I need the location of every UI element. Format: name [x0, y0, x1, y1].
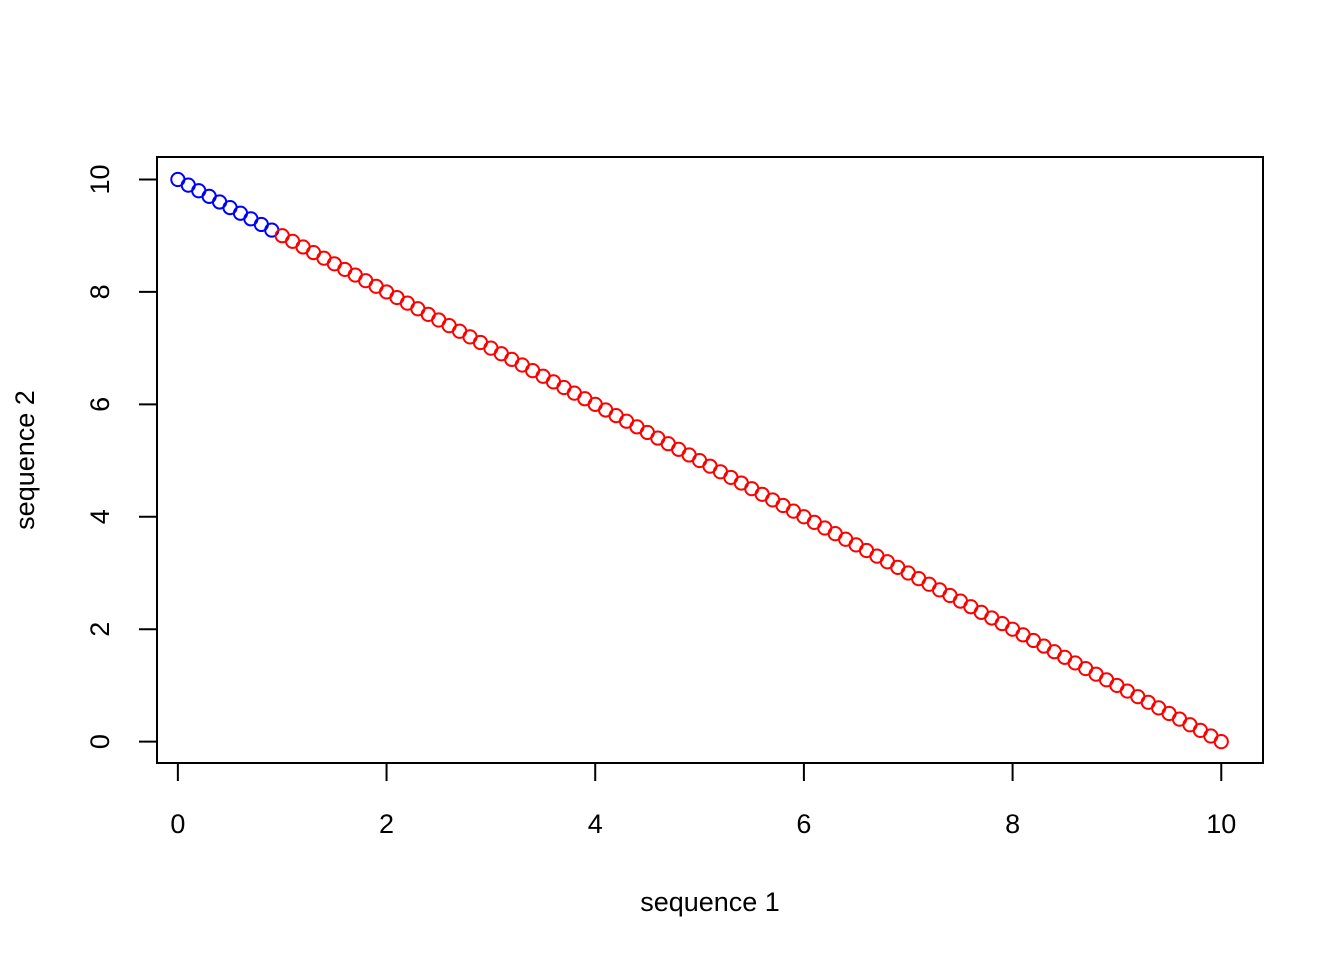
x-tick-label: 8 — [1005, 809, 1020, 839]
x-tick-label: 4 — [588, 809, 603, 839]
x-tick-label: 2 — [379, 809, 394, 839]
y-tick-label: 8 — [85, 284, 115, 299]
y-axis: 0 2 4 6 8 10 — [85, 164, 158, 749]
x-tick-label: 6 — [796, 809, 811, 839]
x-tick-label: 0 — [170, 809, 185, 839]
data-points — [170, 171, 1229, 750]
data-point — [1213, 734, 1229, 750]
y-tick-label: 4 — [85, 509, 115, 524]
y-tick-label: 10 — [85, 164, 115, 194]
y-axis-label: sequence 2 — [10, 390, 40, 530]
x-axis-label: sequence 1 — [640, 887, 780, 917]
y-tick-label: 0 — [85, 734, 115, 749]
y-tick-label: 2 — [85, 622, 115, 637]
x-tick-label: 10 — [1206, 809, 1236, 839]
x-axis: 0 2 4 6 8 10 — [170, 762, 1236, 839]
y-tick-label: 6 — [85, 397, 115, 412]
